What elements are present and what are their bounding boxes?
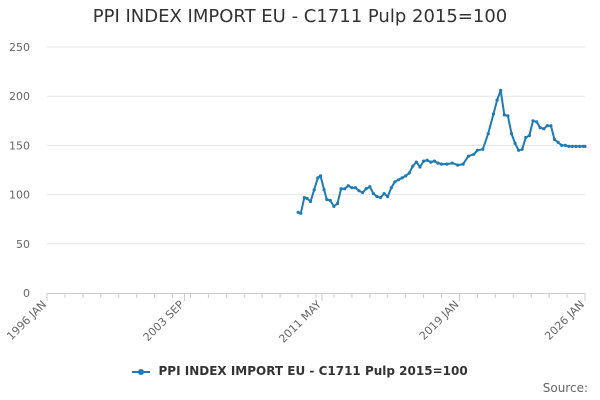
y-tick-label: 150 [9,139,30,152]
data-point [436,161,440,165]
data-point [335,201,340,206]
x-tick-label: 2011 MAY [276,298,324,346]
data-point [517,148,521,152]
data-point [552,137,557,142]
x-tick-label: 2003 SEP [141,298,187,344]
data-point [450,161,454,165]
data-point [332,204,336,208]
data-point [542,127,546,131]
data-point [445,162,449,166]
data-point [312,188,316,192]
data-point [491,112,496,116]
legend-marker-icon [132,368,151,375]
grid-lines [47,46,585,245]
data-point [486,132,490,136]
data-point [343,187,347,191]
data-point [379,196,383,200]
data-point [538,126,542,130]
data-point [506,114,510,118]
data-point [509,132,514,136]
data-point [583,144,587,148]
data-point [318,174,323,178]
data-point [527,134,532,138]
data-point [422,159,426,163]
data-point [382,192,386,196]
data-point [531,119,535,123]
data-point [563,143,567,147]
data-point [456,163,460,167]
x-tick-label: 1996 JAN [4,298,49,343]
data-point [520,147,524,151]
data-point [524,135,528,140]
data-point [309,199,313,204]
data-point [346,184,350,188]
data-point [545,124,549,128]
legend-label: PPI INDEX IMPORT EU - C1711 Pulp 2015=10… [158,364,468,378]
axes [46,293,586,301]
data-point [475,148,479,152]
x-tick-label: 2019 JAN [417,298,462,343]
data-point [556,140,560,144]
data-point [414,160,418,164]
data-point [418,165,422,169]
data-point [549,124,553,128]
data-point [407,171,411,175]
data-point [502,113,506,117]
series-layer [296,88,587,215]
data-point [439,162,444,166]
data-point [513,141,517,145]
data-point [495,98,499,102]
legend[interactable]: PPI INDEX IMPORT EU - C1711 Pulp 2015=10… [0,364,600,378]
data-point [393,180,397,184]
data-point [578,144,582,148]
y-tick-label: 100 [9,189,30,202]
data-point [466,154,470,158]
data-point [325,197,329,202]
data-point [361,191,365,195]
source-label: Source: [542,381,588,395]
data-point [425,158,429,162]
data-point [368,185,372,189]
data-point [305,196,309,201]
data-point [389,186,393,190]
data-point [299,211,303,215]
data-point [481,147,485,151]
y-tick-label: 250 [9,41,30,54]
data-point [499,88,503,92]
data-point [364,187,368,191]
x-tick-label: 2026 JAN [542,298,587,343]
data-point [316,176,320,180]
data-point [429,160,433,164]
data-point [461,162,465,166]
data-point [560,143,564,147]
y-tick-label: 200 [9,90,30,103]
data-point [567,144,571,148]
data-point [386,195,390,199]
data-point [411,164,415,168]
x-tick-labels: 1996 JAN 2003 SEP 2011 MAY 2019 JAN 2026 JAN [4,298,587,346]
data-point [353,186,358,190]
data-point [302,196,306,200]
data-point [357,189,361,193]
data-point [574,144,578,148]
data-point [404,174,408,178]
data-point [371,192,375,196]
data-point [322,188,326,192]
data-point [400,176,404,180]
y-tick-labels: 0 50 100 150 200 250 [9,41,30,300]
y-tick-label: 0 [23,287,30,300]
data-point [328,198,332,203]
data-point [432,159,436,163]
data-point [296,210,300,214]
chart-title: PPI INDEX IMPORT EU - C1711 Pulp 2015=10… [92,6,508,27]
data-point [535,120,539,124]
data-point [570,144,575,148]
data-point [472,152,476,156]
data-point [396,178,401,182]
data-point [350,186,354,190]
data-point [375,195,379,199]
data-point [339,187,343,191]
y-tick-label: 50 [16,238,30,251]
